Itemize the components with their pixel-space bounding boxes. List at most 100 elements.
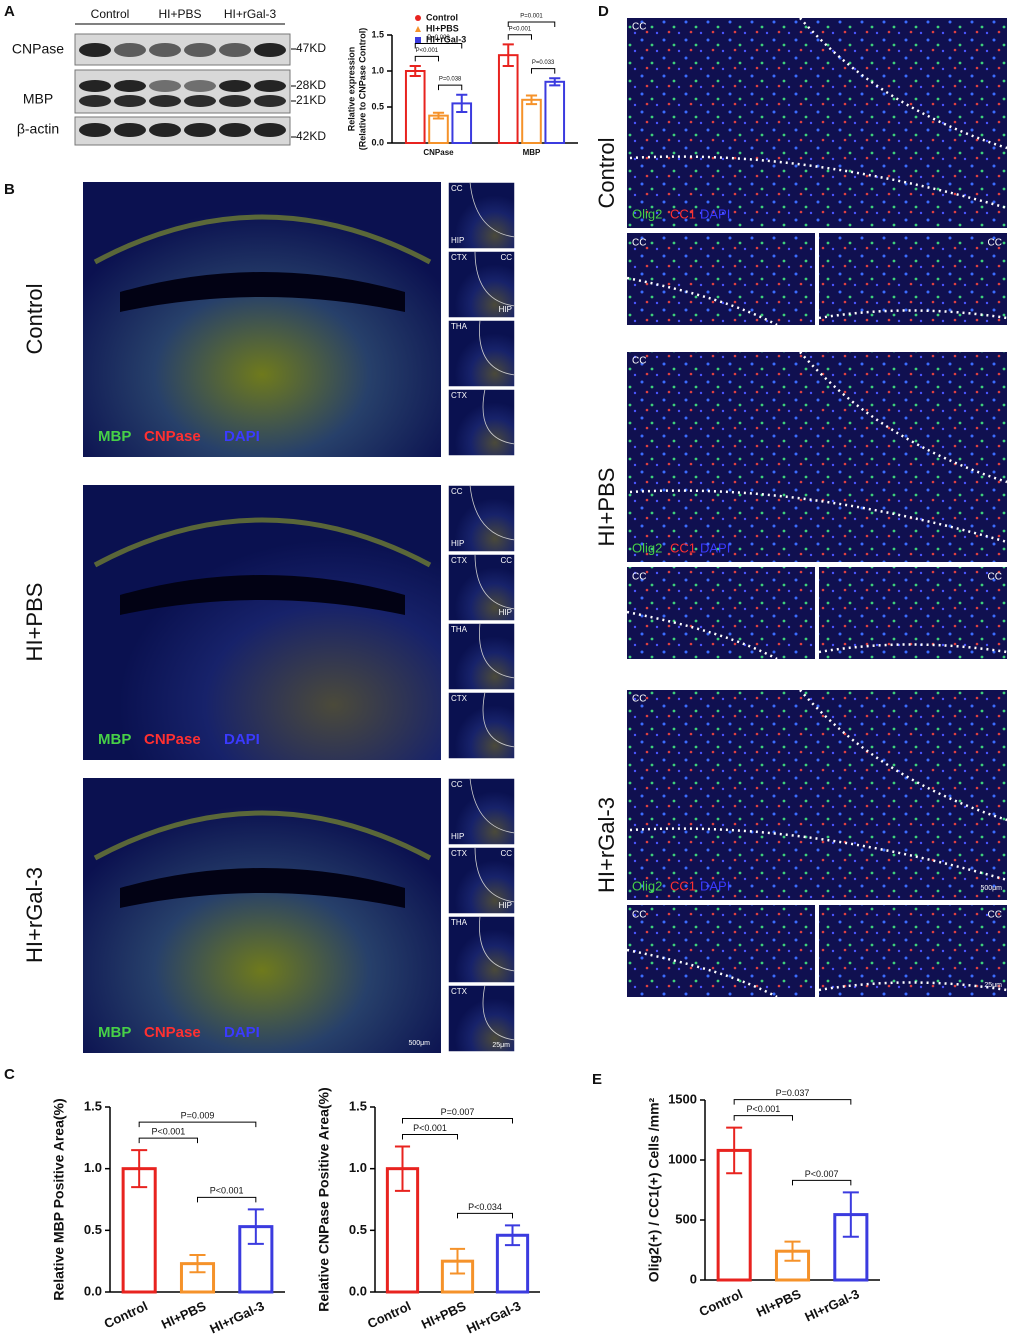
region-label: CTX	[451, 849, 468, 858]
p-value: P<0.001	[413, 1123, 447, 1133]
ventricle	[120, 272, 405, 312]
significance-bracket	[414, 43, 463, 49]
x-tick-label: HI+rGal-3	[464, 1298, 523, 1336]
y-tick-label: 0.5	[349, 1222, 367, 1237]
error-bar	[409, 64, 421, 78]
error-bar	[394, 1145, 411, 1192]
ventricle	[120, 575, 405, 615]
x-tick-label: HI+PBS	[754, 1286, 804, 1320]
micrograph	[83, 778, 441, 1053]
stain-label: DAPI	[700, 206, 730, 221]
x-tick-label: CNPase	[423, 148, 454, 157]
scale-bar-label: 25μm	[492, 1042, 510, 1049]
region-line	[482, 388, 516, 445]
y-tick-label: 1.5	[349, 1098, 367, 1113]
region-label: CC	[632, 572, 646, 583]
stain-label: CNPase	[144, 731, 201, 748]
blot-strip	[74, 69, 291, 114]
region-line	[479, 319, 516, 376]
blot-band	[254, 43, 286, 57]
micrograph	[83, 485, 441, 760]
y-tick-label: 1000	[668, 1151, 697, 1166]
marker-label: 47KD	[296, 41, 326, 55]
region-label: CC	[632, 910, 646, 921]
blot-band	[149, 80, 181, 92]
blot-band	[149, 43, 181, 57]
lane-label: HI+PBS	[158, 7, 201, 21]
p-value: P=0.037	[776, 1088, 810, 1098]
x-tick-label: Control	[365, 1298, 413, 1331]
lane-label: Control	[91, 7, 130, 21]
region-line	[482, 984, 516, 1041]
stain-label: DAPI	[700, 878, 730, 893]
inset	[819, 905, 1007, 997]
tissue-outline	[93, 810, 432, 861]
y-tick-label: 1.0	[349, 1160, 367, 1175]
p-value: P<0.001	[509, 26, 532, 32]
group-label: HI+PBS	[594, 468, 619, 547]
p-value: P<0.001	[210, 1186, 244, 1196]
y-axis-label: Relative CNPase Positive Area(%)	[316, 1087, 332, 1311]
region-boundary	[626, 948, 778, 999]
blot-band	[254, 123, 286, 137]
region-label: CC	[500, 253, 512, 262]
region-boundary	[629, 827, 1008, 882]
blot-band	[79, 43, 111, 57]
region-line	[474, 250, 516, 307]
blot-band	[114, 95, 146, 107]
y-tick-label: 1.0	[84, 1160, 102, 1175]
y-tick-label: 0.5	[84, 1222, 102, 1237]
blot-band	[184, 123, 216, 137]
y-axis-label: Relative expression	[346, 47, 356, 132]
blot-band	[219, 95, 251, 107]
region-label: HIP	[451, 539, 464, 548]
region-label: CC	[988, 572, 1002, 583]
region-boundary	[799, 351, 1008, 484]
panel-label: B	[4, 181, 15, 198]
region-line	[474, 553, 516, 610]
x-tick-label: MBP	[523, 148, 541, 157]
error-bar	[504, 1224, 521, 1247]
region-label: CC	[632, 238, 646, 249]
blot-band	[114, 123, 146, 137]
group-label: HI+PBS	[22, 583, 47, 662]
error-bar	[502, 43, 514, 67]
blot-band	[114, 43, 146, 57]
blot-band	[149, 95, 181, 107]
y-tick-label: 0.0	[349, 1283, 367, 1298]
inset	[447, 984, 516, 1053]
micrograph	[627, 352, 1007, 562]
region-line	[469, 484, 516, 541]
group-label: HI+rGal-3	[22, 867, 47, 963]
y-axis-label: Relative MBP Positive Area(%)	[51, 1098, 67, 1300]
p-value: P=0.007	[441, 1107, 475, 1117]
legend-label: Control	[426, 12, 458, 22]
stain-label: CC1	[670, 540, 696, 555]
legend-label: HI+PBS	[426, 23, 459, 33]
lane-label: HI+rGal-3	[224, 7, 277, 21]
significance-bracket	[197, 1196, 257, 1203]
scale-bar-label: 500μm	[980, 885, 1002, 892]
region-boundary	[626, 276, 778, 327]
micrograph	[627, 18, 1007, 228]
stain-label: CNPase	[144, 1024, 201, 1041]
significance-bracket	[733, 1099, 852, 1105]
region-line	[479, 915, 516, 972]
error-bar	[842, 1191, 859, 1238]
legend-label: HI+rGal-3	[426, 34, 466, 44]
p-value: P<0.001	[151, 1127, 185, 1137]
region-label: THA	[451, 625, 468, 634]
region-label: CC	[500, 556, 512, 565]
blot-band	[114, 80, 146, 92]
y-tick-label: 0.5	[371, 101, 384, 111]
marker-label: 42KD	[296, 129, 326, 143]
significance-bracket	[138, 1137, 198, 1144]
inset	[447, 915, 516, 984]
inset	[447, 181, 516, 250]
bar	[521, 98, 542, 145]
significance-bracket	[457, 1212, 513, 1219]
significance-bracket	[138, 1121, 257, 1128]
inset	[447, 319, 516, 388]
y-tick-label: 500	[675, 1211, 697, 1226]
stain-label: DAPI	[224, 1024, 260, 1041]
